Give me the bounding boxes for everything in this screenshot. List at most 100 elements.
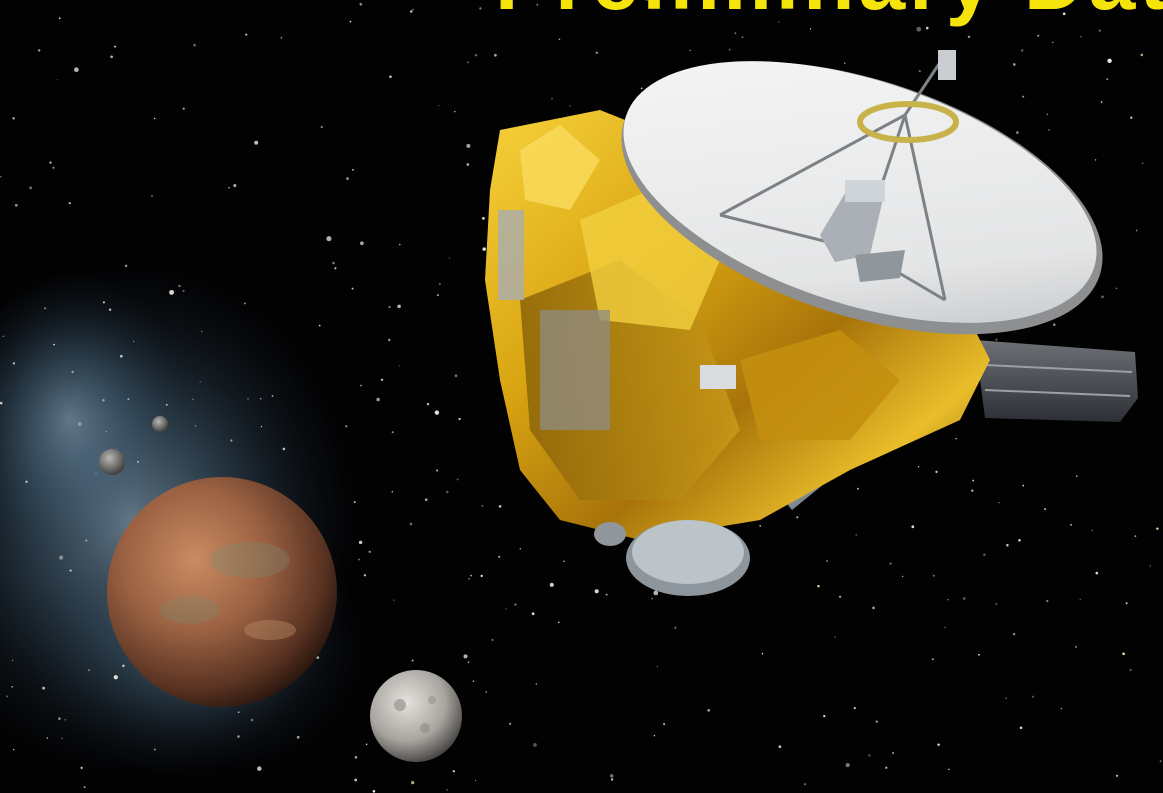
star <box>1106 78 1109 81</box>
star <box>651 597 653 600</box>
star <box>1079 598 1081 601</box>
star <box>481 504 484 507</box>
star <box>466 143 471 148</box>
star <box>391 431 394 434</box>
star <box>1074 645 1078 648</box>
star <box>352 168 354 171</box>
star <box>360 241 364 246</box>
star <box>1019 726 1023 730</box>
star <box>947 598 949 601</box>
star <box>569 105 572 107</box>
star <box>44 307 47 310</box>
star <box>653 590 659 596</box>
star <box>29 186 32 190</box>
star <box>1159 760 1162 763</box>
star <box>474 779 477 782</box>
star <box>153 748 156 751</box>
star <box>178 284 181 288</box>
star <box>397 304 401 309</box>
star <box>127 398 130 401</box>
star <box>1076 475 1078 477</box>
star <box>1052 41 1054 44</box>
star <box>955 437 958 440</box>
star <box>326 236 332 242</box>
star <box>280 36 283 39</box>
star <box>826 560 828 562</box>
star <box>531 612 535 616</box>
star <box>119 354 123 358</box>
star <box>948 768 950 770</box>
star <box>468 578 470 580</box>
star <box>349 20 352 23</box>
star <box>467 661 470 664</box>
star <box>809 28 812 30</box>
star <box>1053 323 1056 326</box>
star <box>995 603 998 605</box>
star <box>346 177 349 180</box>
star <box>389 75 392 78</box>
star <box>778 745 782 749</box>
star <box>68 202 71 205</box>
star <box>438 283 441 286</box>
star <box>260 398 262 400</box>
star <box>388 305 391 309</box>
star <box>372 790 376 793</box>
star <box>892 752 894 754</box>
star <box>454 374 458 378</box>
star <box>1016 131 1019 134</box>
star <box>844 62 846 64</box>
star <box>6 695 9 698</box>
star <box>494 53 497 57</box>
star <box>1031 695 1035 698</box>
star <box>230 439 233 442</box>
star <box>102 301 105 304</box>
star <box>1129 668 1132 672</box>
star <box>133 340 135 343</box>
star <box>2 335 5 338</box>
star <box>707 709 711 712</box>
star <box>110 55 113 59</box>
star <box>254 140 259 145</box>
star <box>436 294 439 297</box>
star <box>77 422 82 426</box>
star <box>741 36 744 39</box>
star <box>558 621 560 624</box>
star <box>320 125 323 129</box>
star <box>426 402 430 406</box>
star <box>105 430 107 433</box>
star <box>194 425 197 427</box>
star <box>872 606 875 610</box>
star <box>237 735 240 738</box>
star <box>398 365 401 367</box>
star <box>376 397 380 402</box>
star <box>1020 49 1024 52</box>
star <box>358 558 360 561</box>
star <box>549 582 554 587</box>
star <box>1125 602 1128 605</box>
star <box>411 780 415 785</box>
star <box>37 49 41 52</box>
star <box>399 243 401 246</box>
star <box>1107 58 1112 64</box>
star <box>83 786 86 789</box>
star <box>932 574 935 577</box>
star <box>761 652 764 655</box>
star <box>365 743 368 746</box>
star <box>875 720 878 723</box>
star <box>823 714 826 718</box>
star <box>759 525 762 527</box>
star <box>474 53 478 57</box>
star <box>25 480 28 483</box>
tiny-moon <box>152 416 168 432</box>
star <box>646 0 648 1</box>
star <box>201 330 203 333</box>
star <box>359 2 363 6</box>
star <box>1012 632 1016 636</box>
star <box>853 706 856 710</box>
star <box>1135 229 1138 232</box>
star <box>71 370 74 374</box>
star <box>1022 484 1025 487</box>
star <box>1122 652 1125 656</box>
star <box>102 398 105 402</box>
